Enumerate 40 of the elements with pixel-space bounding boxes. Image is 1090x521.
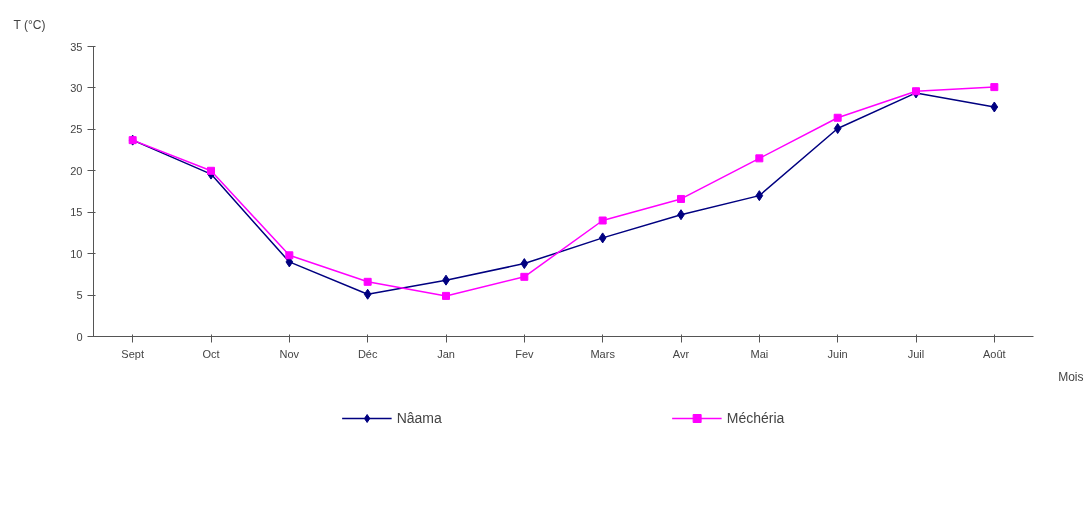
y-tick-label: 10 [70,247,83,260]
point [520,272,529,281]
x-tick-label: Sept [121,347,144,360]
point [285,251,294,260]
x-tick-label: Juil [907,347,925,360]
point [755,190,764,202]
x-tick-label: Jan [437,347,455,360]
x-tick-label: Juin [827,347,848,360]
point [363,277,372,286]
x-tick-label: Mai [750,347,769,360]
point [833,123,842,135]
y-tick-label: 0 [76,330,83,343]
point [363,288,372,300]
point [598,232,607,244]
point [833,113,842,122]
x-axis-title: Mois [1058,369,1084,384]
point [755,154,764,163]
point [520,258,529,270]
point [442,291,450,300]
x-tick-label: Nov [279,347,300,360]
y-axis-title: T (°C) [13,17,46,32]
legend-label: Méchéria [726,410,785,426]
x-tick-label: Août [983,347,1006,360]
x-tick-label: Fev [515,347,534,360]
y-tick-label: 20 [70,164,83,177]
legend-label: Nâama [396,410,442,426]
y-tick-label: 30 [70,81,83,94]
y-tick-label: 25 [70,123,83,136]
y-tick-label: 15 [70,206,83,219]
point [990,101,999,113]
y-tick-label: 35 [70,40,83,53]
point [207,166,215,175]
y-tick-label: 5 [76,289,83,302]
point [677,194,685,203]
x-tick-label: Oct [202,347,220,360]
point [990,83,999,92]
x-tick-label: Déc [357,347,378,360]
point [598,216,607,225]
x-tick-label: Mars [590,347,616,360]
x-tick-label: Avr [672,347,690,360]
